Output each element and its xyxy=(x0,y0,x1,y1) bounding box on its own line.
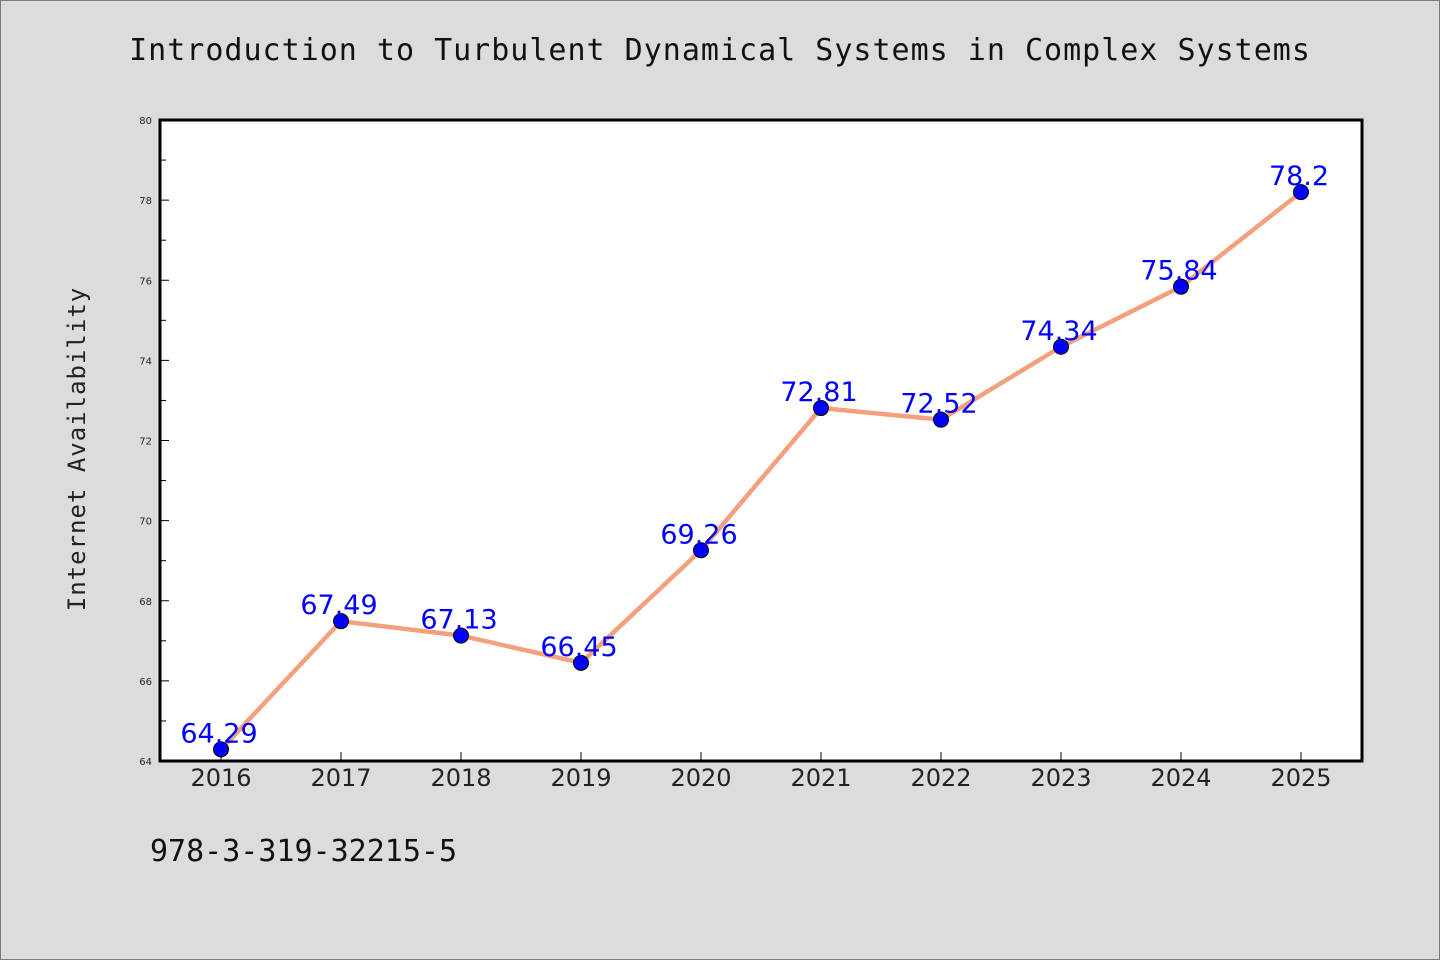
isbn-label: 978-3-319-32215-5 xyxy=(150,834,458,869)
data-label: 66.45 xyxy=(540,632,617,663)
x-tick-label: 2020 xyxy=(670,764,731,792)
data-label: 67.49 xyxy=(300,590,377,621)
data-label: 78.2 xyxy=(1269,161,1329,192)
chart-title: Introduction to Turbulent Dynamical Syst… xyxy=(129,33,1311,68)
data-label: 74.34 xyxy=(1020,316,1097,347)
x-tick-label: 2023 xyxy=(1030,764,1091,792)
data-label: 64.29 xyxy=(180,718,257,749)
data-point xyxy=(573,654,589,671)
y-tick-label: 72 xyxy=(139,437,152,448)
x-tick-label: 2018 xyxy=(430,764,491,792)
data-point xyxy=(453,627,469,644)
x-tick-label: 2017 xyxy=(310,764,371,792)
data-point xyxy=(1293,184,1309,201)
data-label: 67.13 xyxy=(420,605,497,636)
data-point xyxy=(693,542,709,559)
data-point xyxy=(333,613,349,630)
data-point xyxy=(933,411,949,428)
y-tick-label: 68 xyxy=(139,597,152,608)
y-tick-label: 64 xyxy=(139,757,152,768)
data-point xyxy=(1173,278,1189,295)
data-point xyxy=(813,400,829,417)
plot-area xyxy=(158,118,1364,763)
x-tick-label: 2025 xyxy=(1270,764,1331,792)
y-tick-label: 66 xyxy=(139,677,152,688)
x-tick-label: 2016 xyxy=(190,764,251,792)
x-tick-label: 2024 xyxy=(1150,764,1211,792)
x-tick-label: 2022 xyxy=(910,764,971,792)
x-tick-label: 2021 xyxy=(790,764,851,792)
y-tick-label: 76 xyxy=(139,276,152,287)
data-label: 72.81 xyxy=(780,377,857,408)
data-point xyxy=(213,741,229,758)
data-label: 69.26 xyxy=(660,519,737,550)
data-point xyxy=(1053,338,1069,355)
y-tick-label: 70 xyxy=(139,517,152,528)
x-tick-label: 2019 xyxy=(550,764,611,792)
data-label: 72.52 xyxy=(900,389,977,420)
y-tick-label: 78 xyxy=(139,196,152,207)
y-tick-label: 80 xyxy=(139,116,152,127)
series-line xyxy=(219,190,1303,751)
y-tick-label: 74 xyxy=(139,356,152,367)
data-label: 75.84 xyxy=(1140,256,1217,287)
